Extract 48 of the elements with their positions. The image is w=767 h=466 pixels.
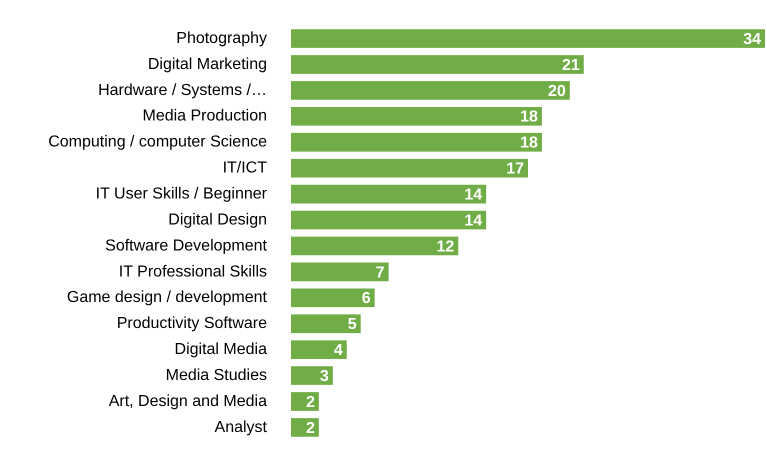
bar	[291, 107, 542, 126]
data-label: 18	[520, 134, 538, 152]
data-label: 5	[348, 316, 357, 334]
data-label: 3	[320, 368, 329, 385]
bar	[291, 29, 765, 48]
y-tick-label: IT Professional Skills	[118, 263, 267, 280]
data-label: 17	[506, 160, 524, 178]
bar	[291, 210, 486, 230]
y-tick-label: Hardware / Systems /…	[98, 82, 267, 99]
data-label: 20	[548, 82, 566, 100]
y-tick-label: Photography	[176, 30, 267, 47]
y-tick-label: Digital Design	[168, 211, 267, 228]
y-tick-label: Analyst	[214, 418, 268, 436]
bar	[291, 340, 347, 359]
data-label: 4	[334, 342, 343, 360]
y-tick-label: Game design / development	[66, 289, 268, 306]
y-tick-label: Computing / computer Science	[48, 134, 268, 151]
data-label: 2	[306, 420, 315, 437]
bar	[291, 392, 319, 411]
y-tick-label: Software Development	[105, 237, 268, 254]
bar	[291, 288, 375, 308]
y-tick-label: IT User Skills / Beginner	[96, 186, 268, 203]
data-label: 12	[436, 238, 454, 256]
data-label: 18	[520, 108, 538, 126]
bar	[291, 262, 389, 282]
data-label: 21	[562, 56, 580, 74]
data-label: 7	[376, 264, 385, 282]
data-label: 14	[464, 186, 482, 204]
bar	[291, 184, 486, 204]
bar	[291, 418, 319, 437]
data-label: 14	[464, 212, 482, 230]
y-tick-label: Media Production	[142, 108, 267, 125]
data-label: 2	[306, 394, 315, 411]
data-label: 6	[362, 290, 371, 308]
y-tick-label: Art, Design and Media	[108, 392, 268, 410]
bar	[291, 158, 528, 178]
y-tick-label: IT/ICT	[222, 160, 268, 177]
y-tick-label: Media Studies	[166, 366, 267, 384]
data-label: 34	[743, 30, 762, 48]
bar	[291, 314, 361, 334]
bar	[291, 55, 584, 74]
y-tick-label: Digital Media	[174, 341, 268, 358]
y-tick-label: Digital Marketing	[148, 56, 267, 73]
bar	[291, 366, 333, 385]
bar	[291, 236, 458, 256]
y-tick-label: Productivity Software	[116, 315, 268, 332]
bar	[291, 132, 542, 152]
bar	[291, 81, 570, 100]
